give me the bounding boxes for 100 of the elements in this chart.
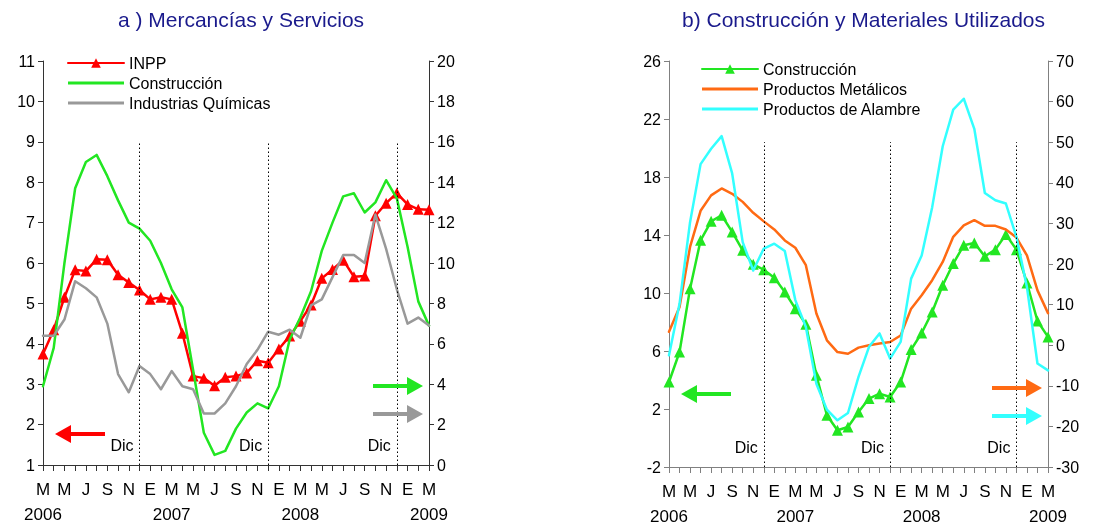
ref-line-label: Dic xyxy=(734,438,758,456)
point xyxy=(853,406,864,418)
y-tick-label: 5 xyxy=(26,294,36,312)
point xyxy=(1000,229,1012,241)
x-tick-label: J xyxy=(706,482,716,501)
y-tick-label: 18 xyxy=(643,168,662,186)
y2-tick-label: 4 xyxy=(437,375,446,393)
x-tick-label: N xyxy=(122,480,135,499)
x-tick-label: J xyxy=(210,480,219,499)
y2-tick-label: -10 xyxy=(1056,377,1080,395)
point xyxy=(412,203,424,215)
point xyxy=(958,239,970,251)
y2-tick-label: 20 xyxy=(1056,255,1074,273)
point xyxy=(674,346,686,358)
point xyxy=(348,271,360,283)
point xyxy=(316,272,328,284)
y-tick-label: 10 xyxy=(17,92,36,110)
y2-tick-label: 2 xyxy=(437,416,446,434)
point xyxy=(166,293,178,305)
y2-tick-label: -20 xyxy=(1056,417,1080,435)
y-tick-label: 26 xyxy=(643,52,662,70)
legend-label: Productos de Alambre xyxy=(763,100,921,118)
chart-title: a ) Mercancías y Servicios xyxy=(117,8,365,31)
y-tick-label: 9 xyxy=(26,133,36,151)
ref-line-label: Dic xyxy=(367,436,391,454)
y2-tick-label: 0 xyxy=(1056,336,1065,354)
point xyxy=(989,244,1001,256)
point xyxy=(842,421,854,433)
y2-tick-label: 0 xyxy=(437,456,446,474)
point xyxy=(209,380,221,392)
point xyxy=(779,286,791,298)
x-tick-label: N xyxy=(379,480,393,499)
point xyxy=(273,343,285,355)
y2-tick-label: 10 xyxy=(437,254,455,272)
x-tick-label: M xyxy=(186,480,201,499)
point xyxy=(947,258,959,270)
y2-tick-label: 12 xyxy=(437,214,455,232)
y2-tick-label: 40 xyxy=(1056,174,1074,192)
y-tick-label: 6 xyxy=(26,254,36,272)
x-tick-label: J xyxy=(833,482,842,501)
point xyxy=(663,376,675,388)
legend-label: INPP xyxy=(129,54,167,72)
point xyxy=(423,204,435,216)
y2-tick-label: 6 xyxy=(437,335,446,353)
point xyxy=(726,226,738,238)
point xyxy=(863,393,875,405)
point xyxy=(219,371,231,383)
point xyxy=(968,237,980,249)
point xyxy=(695,234,707,246)
x-tick-label: S xyxy=(230,480,242,499)
y-tick-label: 1 xyxy=(26,456,36,474)
x-tick-label: J xyxy=(959,482,969,501)
legend-label: Productos Metálicos xyxy=(763,80,908,98)
y-tick-label: 7 xyxy=(26,214,36,232)
point xyxy=(144,293,156,305)
legend-label: Industrias Químicas xyxy=(129,94,271,112)
x-tick-label: N xyxy=(999,482,1013,501)
point xyxy=(123,276,135,288)
point xyxy=(895,376,907,388)
x-tick-label: S xyxy=(852,482,865,501)
x-tick-label: J xyxy=(81,480,91,499)
point xyxy=(198,372,210,384)
y2-tick-label: 8 xyxy=(437,294,446,312)
point xyxy=(134,284,145,296)
legend-label: Construcción xyxy=(129,74,223,92)
legend-label: Construcción xyxy=(763,60,857,78)
y-tick-label: 6 xyxy=(652,342,662,360)
line-series xyxy=(667,97,1050,422)
point xyxy=(916,327,928,339)
ref-line-label: Dic xyxy=(239,436,263,454)
point xyxy=(684,283,696,295)
y-tick-label: 2 xyxy=(26,416,36,434)
x-tick-label: M xyxy=(935,482,950,501)
x-tick-label: S xyxy=(358,480,371,499)
y2-tick-label: 30 xyxy=(1056,214,1074,232)
x-tick-label: N xyxy=(873,482,886,501)
point xyxy=(155,291,167,303)
y-tick-label: 2 xyxy=(652,400,662,418)
x-tick-label: N xyxy=(747,482,760,501)
y-tick-label: 4 xyxy=(26,335,36,353)
y2-tick-label: 14 xyxy=(437,173,455,191)
y2-tick-label: -30 xyxy=(1056,458,1080,476)
point xyxy=(251,355,263,367)
y2-tick-label: 60 xyxy=(1056,93,1074,111)
y-tick-label: 8 xyxy=(26,173,36,191)
ref-line-label: Dic xyxy=(987,438,1011,456)
y2-tick-label: 10 xyxy=(1056,296,1074,314)
y-tick-label: 3 xyxy=(26,375,36,393)
y-tick-label: 10 xyxy=(643,284,662,302)
y-tick-label: 14 xyxy=(643,226,662,244)
point xyxy=(402,198,414,210)
ref-line-label: Dic xyxy=(860,438,885,456)
point xyxy=(979,250,991,262)
line-series xyxy=(667,187,1050,355)
x-tick-label: M xyxy=(809,482,824,501)
y2-tick-label: 18 xyxy=(437,92,455,110)
x-tick-label: J xyxy=(338,480,348,499)
point xyxy=(176,327,188,339)
line-series xyxy=(41,153,431,457)
y-tick-label: -2 xyxy=(646,458,662,476)
